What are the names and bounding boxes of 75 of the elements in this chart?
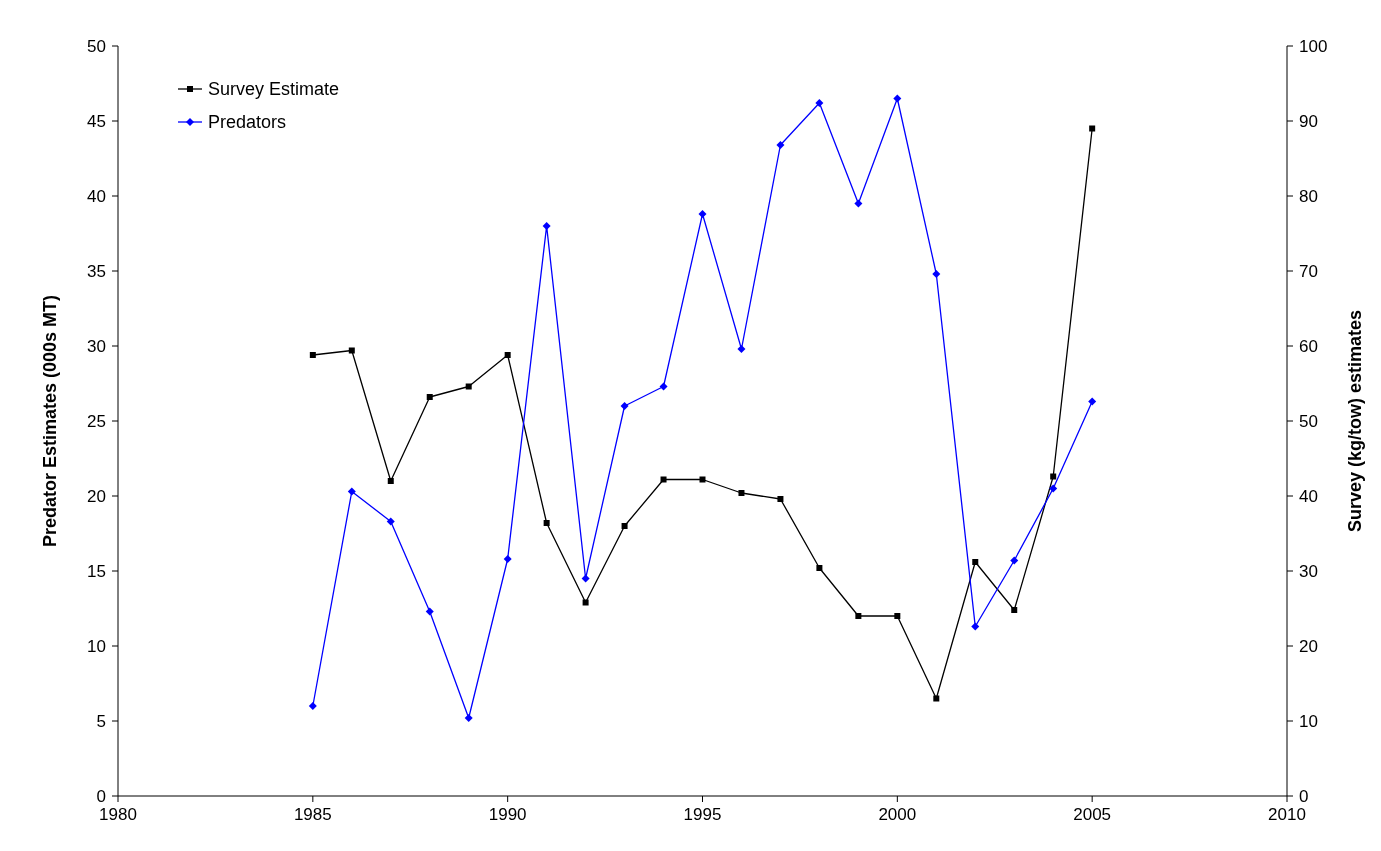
x-tick-label: 1990: [488, 805, 527, 824]
point: [542, 222, 551, 230]
point: [699, 476, 706, 483]
point: [894, 613, 901, 619]
y-tick-label: 35: [87, 262, 106, 281]
legend-label: Survey Estimate: [208, 79, 340, 99]
y-tick-label: 5: [96, 712, 106, 731]
point: [972, 559, 979, 565]
legend-label: Predators: [208, 112, 287, 132]
y2-tick-label: 100: [1299, 37, 1328, 56]
y2-tick-label: 50: [1299, 412, 1318, 431]
point: [464, 714, 473, 722]
point: [1049, 484, 1058, 493]
point: [815, 99, 824, 107]
point: [543, 520, 550, 526]
y2-tick-label: 30: [1299, 562, 1318, 581]
x-tick-label: 1980: [99, 805, 137, 824]
y-tick-label: 20: [87, 487, 106, 506]
point: [659, 382, 668, 391]
y2-tick-label: 10: [1299, 712, 1318, 731]
point: [1010, 556, 1019, 565]
y2-tick-label: 90: [1299, 112, 1318, 131]
point: [932, 270, 941, 278]
y-tick-label: 15: [87, 562, 106, 581]
point: [777, 496, 784, 502]
x-tick-label: 2000: [878, 805, 917, 824]
point: [1050, 473, 1057, 480]
point: [1089, 125, 1096, 132]
y2-tick-label: 40: [1299, 487, 1318, 506]
y-tick-label: 0: [96, 787, 106, 806]
point: [582, 599, 589, 606]
point: [581, 574, 590, 583]
y2-tick-label: 70: [1299, 262, 1318, 281]
point: [308, 702, 317, 710]
point: [465, 383, 472, 390]
point: [737, 345, 746, 353]
point: [971, 622, 980, 631]
y-axis-title: Predator Estimates (000s MT): [40, 294, 60, 548]
y2-axis-title: Survey (kg/tow) estimates: [1345, 309, 1365, 533]
point: [504, 352, 511, 358]
point: [620, 402, 629, 410]
point: [621, 523, 628, 529]
x-tick-label: 1985: [293, 805, 332, 824]
point: [660, 476, 667, 483]
point: [1088, 397, 1097, 406]
x-tick-label: 1995: [683, 805, 722, 824]
point: [738, 490, 745, 496]
point: [816, 565, 823, 571]
point: [348, 347, 355, 354]
x-tick-label: 2010: [1268, 805, 1306, 824]
point: [698, 210, 707, 218]
point: [854, 199, 863, 208]
point: [1011, 607, 1018, 613]
y-tick-label: 10: [87, 637, 106, 656]
y-tick-label: 50: [87, 37, 106, 56]
point: [426, 394, 433, 400]
y-tick-label: 30: [87, 337, 106, 356]
point: [387, 478, 394, 484]
point: [933, 695, 940, 702]
y-tick-label: 25: [87, 412, 106, 431]
y2-tick-label: 20: [1299, 637, 1318, 656]
point: [503, 555, 512, 563]
x-tick-label: 2005: [1073, 805, 1112, 824]
y2-tick-label: 60: [1299, 337, 1318, 356]
y2-tick-label: 0: [1299, 787, 1309, 806]
point: [893, 94, 902, 103]
point: [347, 487, 356, 496]
y-tick-label: 40: [87, 187, 106, 206]
point: [776, 141, 785, 149]
y-tick-label: 45: [87, 112, 106, 131]
point: [425, 607, 434, 616]
point: [855, 613, 862, 619]
point: [309, 352, 316, 358]
point: [386, 517, 395, 526]
y2-tick-label: 80: [1299, 187, 1318, 206]
